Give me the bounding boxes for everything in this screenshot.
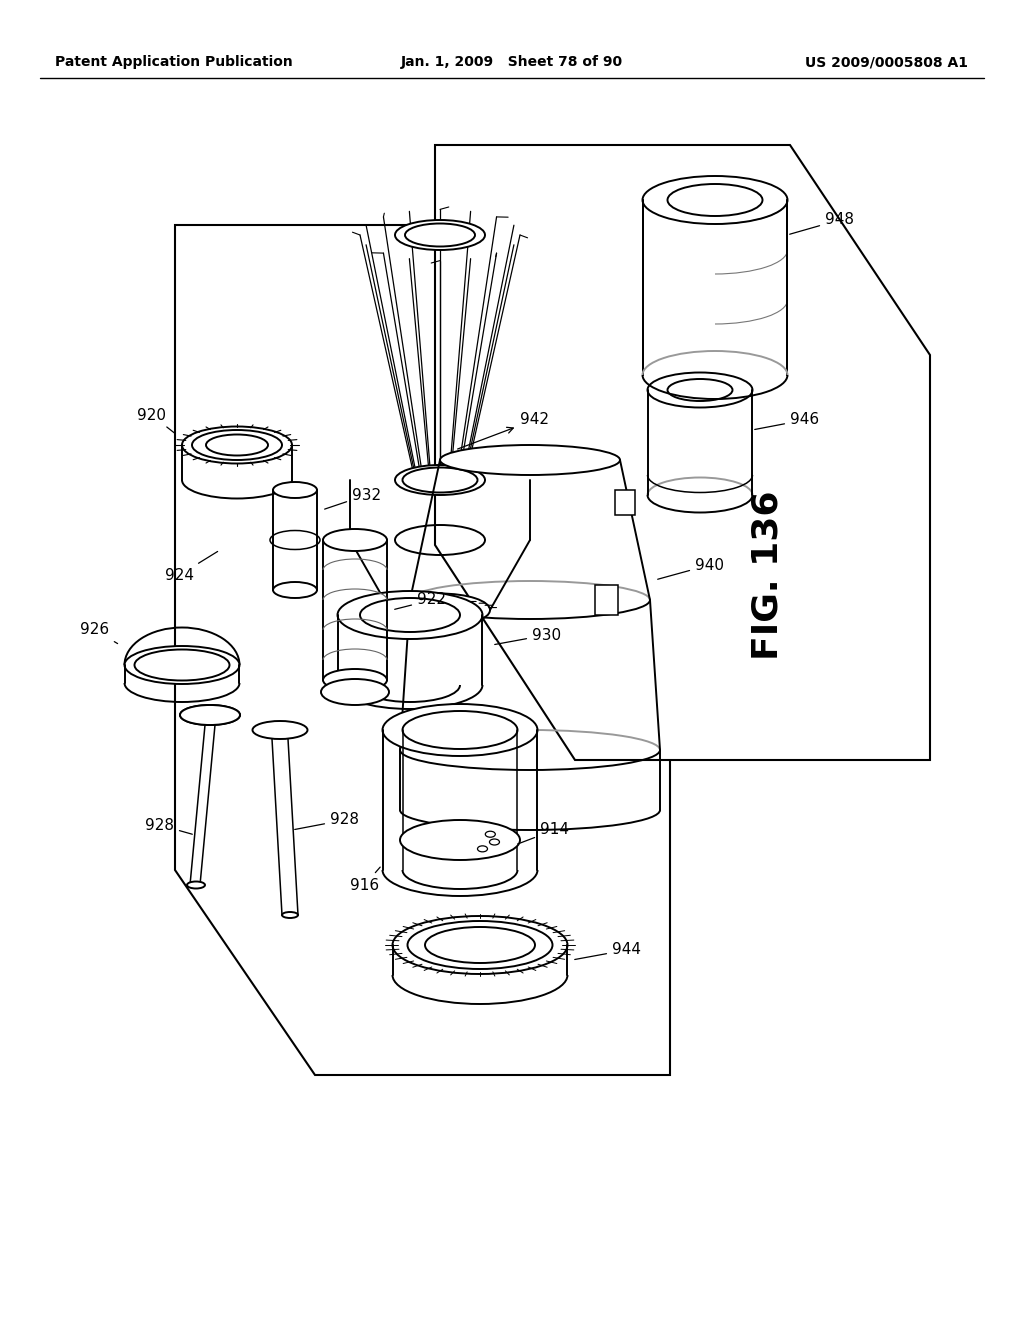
Text: 942: 942 [458, 412, 549, 449]
Ellipse shape [485, 832, 496, 837]
Ellipse shape [253, 721, 307, 739]
Polygon shape [435, 145, 930, 760]
Text: 940: 940 [657, 557, 724, 579]
Ellipse shape [338, 591, 482, 639]
Text: 926: 926 [80, 623, 118, 644]
Text: 922: 922 [394, 593, 446, 610]
Ellipse shape [383, 704, 538, 756]
Text: FIG. 136: FIG. 136 [751, 490, 785, 660]
Ellipse shape [323, 529, 387, 550]
Text: Patent Application Publication: Patent Application Publication [55, 55, 293, 69]
Text: 916: 916 [350, 867, 380, 892]
Ellipse shape [477, 846, 487, 851]
Text: 914: 914 [517, 822, 569, 843]
Ellipse shape [390, 594, 490, 627]
Ellipse shape [180, 705, 240, 725]
Ellipse shape [323, 669, 387, 690]
Polygon shape [175, 224, 670, 1074]
Text: Jan. 1, 2009   Sheet 78 of 90: Jan. 1, 2009 Sheet 78 of 90 [401, 55, 623, 69]
Ellipse shape [187, 882, 205, 888]
Text: 932: 932 [325, 487, 381, 510]
Text: 944: 944 [574, 942, 641, 960]
Ellipse shape [400, 820, 520, 861]
Polygon shape [615, 490, 635, 515]
Ellipse shape [273, 582, 317, 598]
Ellipse shape [395, 220, 485, 249]
Ellipse shape [273, 482, 317, 498]
Ellipse shape [282, 912, 298, 917]
Text: 948: 948 [790, 213, 854, 234]
Text: 920: 920 [137, 408, 175, 433]
Text: 924: 924 [165, 552, 218, 582]
Ellipse shape [125, 645, 240, 684]
Text: 928: 928 [145, 817, 193, 834]
Text: 946: 946 [755, 412, 819, 429]
Ellipse shape [440, 445, 620, 475]
Ellipse shape [392, 916, 567, 974]
Text: US 2009/0005808 A1: US 2009/0005808 A1 [805, 55, 968, 69]
Polygon shape [595, 585, 618, 615]
Ellipse shape [321, 678, 389, 705]
Ellipse shape [489, 840, 500, 845]
Ellipse shape [182, 426, 292, 463]
Ellipse shape [395, 465, 485, 495]
Text: 928: 928 [295, 813, 359, 829]
Text: 930: 930 [495, 627, 561, 644]
